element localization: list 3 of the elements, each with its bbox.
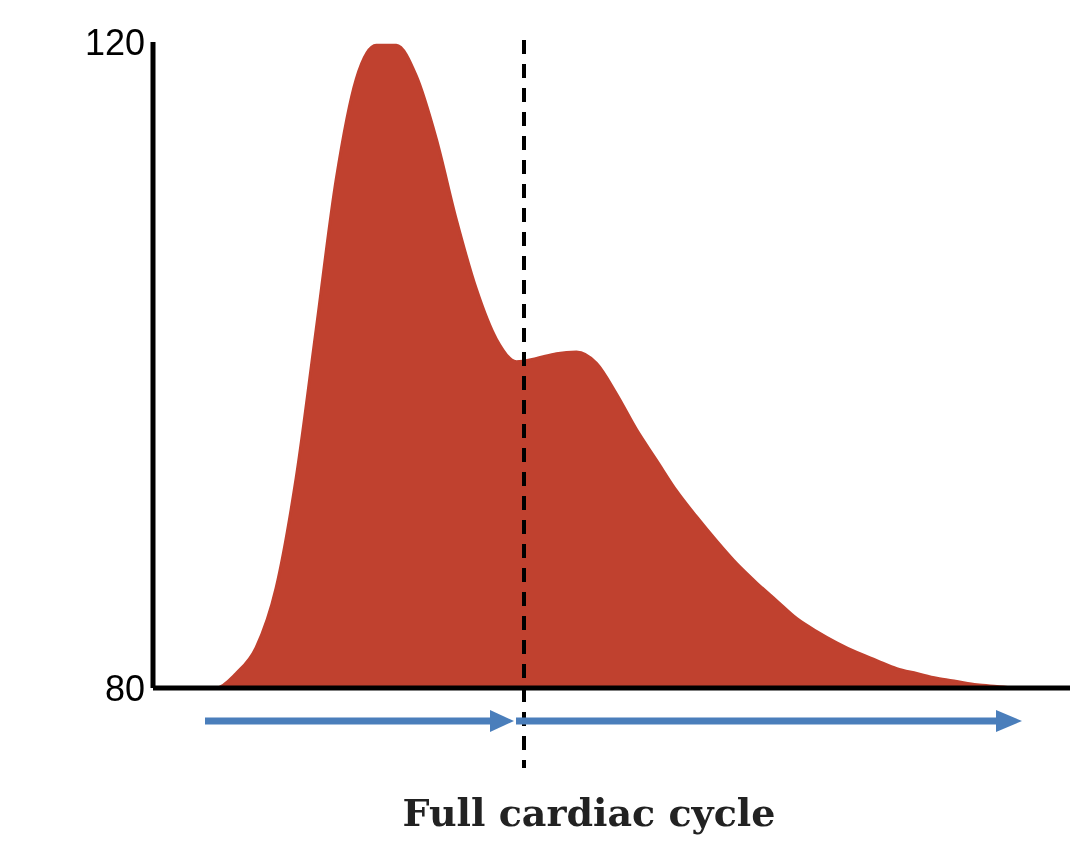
x-axis-title: Full cardiac cycle <box>401 790 777 835</box>
y-tick-label: 80 <box>104 667 145 709</box>
y-tick-label: 120 <box>84 21 145 63</box>
